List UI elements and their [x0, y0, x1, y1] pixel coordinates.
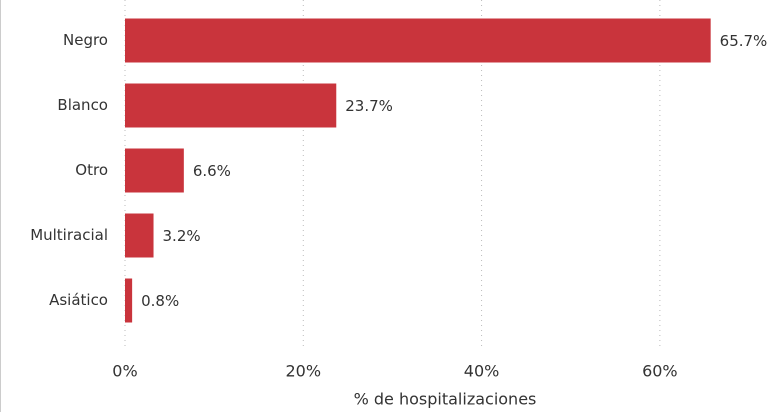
value-label: 3.2%	[163, 227, 201, 245]
y-tick-label: Blanco	[57, 96, 108, 114]
x-tick-label: 0%	[112, 362, 137, 381]
value-label: 6.6%	[193, 162, 231, 180]
bar	[125, 213, 154, 258]
x-tick-label: 60%	[642, 362, 678, 381]
bar	[125, 278, 133, 323]
y-tick-label: Negro	[63, 31, 108, 49]
value-label: 23.7%	[345, 97, 393, 115]
x-tick-label: 20%	[286, 362, 322, 381]
y-tick-label: Asiático	[49, 291, 108, 309]
y-tick-label: Otro	[75, 161, 108, 179]
value-label: 65.7%	[720, 32, 768, 50]
bar	[125, 83, 337, 128]
x-tick-label: 40%	[464, 362, 500, 381]
y-tick-label: Multiracial	[30, 226, 108, 244]
value-label: 0.8%	[141, 292, 179, 310]
bar	[125, 148, 184, 193]
bar	[125, 18, 711, 63]
x-axis-title: % de hospitalizaciones	[354, 390, 537, 409]
